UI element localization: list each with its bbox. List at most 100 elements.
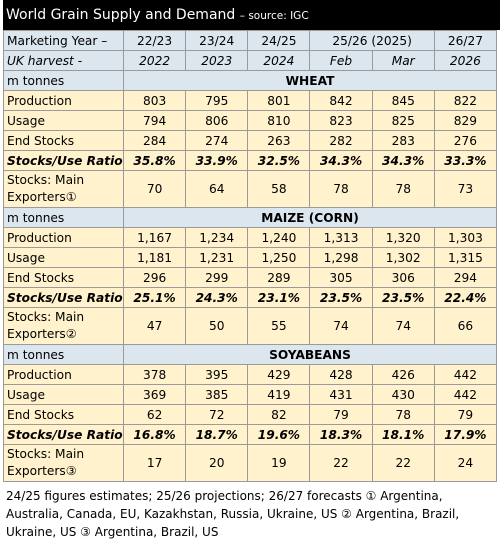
title: World Grain Supply and Demand — [6, 7, 236, 23]
table-cell: Stocks/Use Ratio — [3, 287, 124, 308]
table-row: Stocks/Use Ratio 25.1% 24.3% 23.1% 23.5% 23.5… — [3, 287, 498, 308]
table-cell: End Stocks — [3, 130, 124, 151]
table-cell: 283 — [371, 130, 435, 151]
table-cell: Production — [3, 364, 124, 385]
table-row: Production 1,167 1,234 1,240 1,313 1,320 1,303 — [3, 227, 498, 248]
table-cell: 2026 — [433, 50, 498, 71]
table-cell: 263 — [247, 130, 311, 151]
table-cell: 426 — [371, 364, 435, 385]
table-cell: 18.1% — [371, 424, 435, 445]
table-row: m tonnes MAIZE (CORN) — [3, 207, 497, 228]
table-cell: 17.9% — [433, 424, 498, 445]
table-cell: 23.5% — [309, 287, 373, 308]
table-cell: 33.3% — [433, 150, 498, 171]
table-cell: 58 — [247, 170, 311, 208]
table-cell: 299 — [185, 267, 249, 288]
table-cell: 1,303 — [433, 227, 498, 248]
table-cell: 32.5% — [247, 150, 311, 171]
table-cell: 78 — [309, 170, 373, 208]
table-cell: 18.7% — [185, 424, 249, 445]
table-cell: 829 — [433, 110, 498, 131]
table-cell: Production — [3, 90, 124, 111]
table-cell: MAIZE (CORN) — [123, 207, 497, 228]
table-cell: 34.3% — [371, 150, 435, 171]
table-cell: Mar — [371, 50, 435, 71]
table-row: UK harvest -2022 2023 2024 Feb Mar 2026 — [3, 50, 498, 71]
document: World Grain Supply and Demand – source: … — [3, 0, 500, 541]
table-cell: 78 — [371, 170, 435, 208]
table-cell: 72 — [185, 404, 249, 425]
table-cell: 66 — [433, 307, 498, 345]
table-cell: 1,320 — [371, 227, 435, 248]
table-cell: 803 — [122, 90, 187, 111]
table: Marketing Year –22/23 23/24 24/25 25/26 (20… — [3, 30, 498, 482]
table-row: End Stocks 62 72 82 79 78 79 — [3, 404, 498, 425]
table-cell: 24/25 — [247, 30, 311, 51]
table-cell: Usage — [3, 247, 124, 268]
table-cell: 79 — [433, 404, 498, 425]
table-cell: Usage — [3, 110, 124, 131]
table-cell: 429 — [247, 364, 311, 385]
table-cell: 2023 — [185, 50, 249, 71]
table-row: m tonnes SOYABEANS — [3, 344, 497, 365]
table-cell: 18.3% — [309, 424, 373, 445]
table-cell: 810 — [247, 110, 311, 131]
table-cell: 801 — [247, 90, 311, 111]
table-cell: 305 — [309, 267, 373, 288]
table-cell: Stocks/Use Ratio — [3, 424, 124, 445]
table-row: m tonnes WHEAT — [3, 70, 497, 91]
table-cell: 22 — [309, 444, 373, 482]
table-cell: 430 — [371, 384, 435, 405]
table-cell: WHEAT — [123, 70, 497, 91]
table-cell: 306 — [371, 267, 435, 288]
table-cell: 428 — [309, 364, 373, 385]
table-cell: 73 — [433, 170, 498, 208]
table-cell: End Stocks — [3, 404, 124, 425]
table-row: Stocks/Use Ratio 16.8% 18.7% 19.6% 18.3% 18.1… — [3, 424, 498, 445]
table-cell: Marketing Year – — [3, 30, 124, 51]
table-cell: 26/27 — [433, 30, 498, 51]
table-cell: 2022 — [122, 50, 187, 71]
table-cell: 842 — [309, 90, 373, 111]
table-cell: Stocks: Main Exporters① — [3, 170, 124, 208]
table-cell: 378 — [122, 364, 187, 385]
table-cell: 442 — [433, 364, 498, 385]
table-cell: 1,313 — [309, 227, 373, 248]
table-cell: 25/26 (2025) — [309, 30, 435, 51]
table-cell: 823 — [309, 110, 373, 131]
table-cell: 825 — [371, 110, 435, 131]
table-cell: 25.1% — [122, 287, 187, 308]
table-row: Production 803 795 801 842 845 822 — [3, 90, 498, 111]
table-cell: 274 — [185, 130, 249, 151]
table-cell: 55 — [247, 307, 311, 345]
table-cell: m tonnes — [3, 70, 124, 91]
table-cell: 276 — [433, 130, 498, 151]
table-cell: SOYABEANS — [123, 344, 497, 365]
table-cell: 17 — [122, 444, 187, 482]
table-cell: 79 — [309, 404, 373, 425]
table-cell: 23.5% — [371, 287, 435, 308]
table-cell: 70 — [122, 170, 187, 208]
table-cell: 19.6% — [247, 424, 311, 445]
table-cell: 1,231 — [185, 247, 249, 268]
table-cell: 1,240 — [247, 227, 311, 248]
table-cell: 794 — [122, 110, 187, 131]
source: – source: IGC — [239, 10, 309, 22]
table-cell: 33.9% — [185, 150, 249, 171]
table-cell: 74 — [309, 307, 373, 345]
table-cell: 34.3% — [309, 150, 373, 171]
table-cell: 431 — [309, 384, 373, 405]
table-row: Stocks: Main Exporters② 47 50 55 74 74 66 — [3, 307, 498, 345]
table-cell: 1,302 — [371, 247, 435, 268]
table-row: Usage 369 385 419 431 430 442 — [3, 384, 498, 405]
table-cell: 22/23 — [122, 30, 187, 51]
table-cell: 23.1% — [247, 287, 311, 308]
table-cell: 24 — [433, 444, 498, 482]
table-cell: m tonnes — [3, 207, 124, 228]
table-cell: 289 — [247, 267, 311, 288]
table-cell: Stocks/Use Ratio — [3, 150, 124, 171]
table-cell: 395 — [185, 364, 249, 385]
table-cell: 296 — [122, 267, 187, 288]
table-row: Stocks: Main Exporters③ 17 20 19 22 22 24 — [3, 444, 498, 482]
